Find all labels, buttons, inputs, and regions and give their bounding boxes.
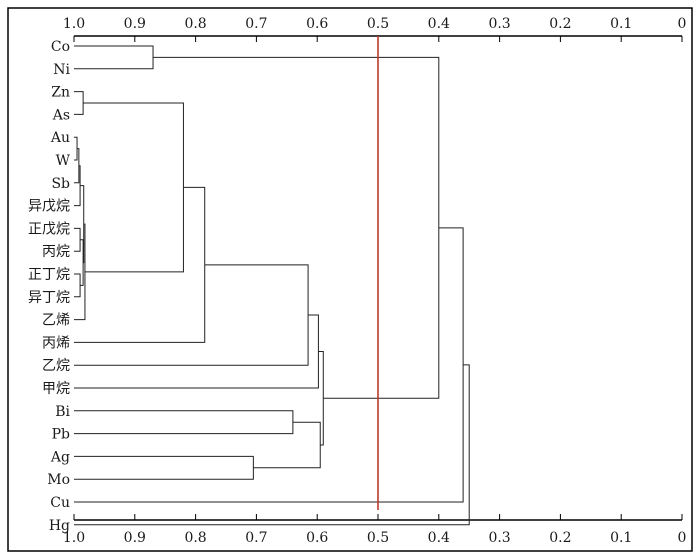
top-tick-label: 0.9 [124,16,146,32]
leaf-label: 异丁烷 [28,290,70,306]
leaf-label: Mo [47,472,70,488]
bottom-tick-label: 0.8 [184,530,206,546]
dendrogram-link [74,364,470,526]
leaf-label: Ag [50,449,70,465]
dendrogram-link [253,421,321,469]
bottom-tick-label: 0.4 [428,530,450,546]
top-tick-label: 0 [678,16,687,32]
leaf-label: Co [51,39,70,55]
dendrogram-link [74,273,81,298]
leaf-label: 异戊烷 [28,199,70,215]
leaf-label: Pb [52,427,70,443]
top-tick-label: 0.8 [184,16,206,32]
leaf-label: 丙烯 [42,335,70,351]
plot-frame [7,7,693,552]
bottom-tick-label: 0.5 [367,530,389,546]
top-tick-label: 0.2 [549,16,571,32]
dendrogram-link [74,264,309,366]
dendrogram-link [74,314,319,389]
leaf-label: Au [50,130,70,146]
leaf-label: 甲烷 [42,381,70,397]
bottom-tick-label: 0.2 [549,530,571,546]
leaf-label: 正丁烷 [28,267,70,283]
leaf-label: 乙烯 [42,313,70,329]
bottom-tick-label: 0.7 [245,530,267,546]
dendrogram-link [153,56,440,399]
dendrogram-links [74,45,470,526]
bottom-axis: 1.0 0.9 0.8 0.7 0.6 0.5 0.4 0.3 0.2 0.1 0 [63,514,687,546]
dendrogram-link [74,410,294,435]
bottom-tick-label: 0.3 [488,530,510,546]
top-tick-label: 0.5 [367,16,389,32]
top-axis: 1.0 0.9 0.8 0.7 0.6 0.5 0.4 0.3 0.2 0.1 0 [63,16,687,42]
top-tick-label: 0.6 [306,16,328,32]
leaf-label: Cu [50,495,70,511]
dendrogram-link [74,227,81,252]
leaf-label: Zn [51,85,70,101]
top-tick-label: 0.1 [610,16,632,32]
dendrogram-link [74,91,84,115]
leaf-label: Bi [55,404,70,420]
dendrogram-link [74,45,154,70]
dendrogram-link [83,102,184,273]
bottom-tick-label: 0 [678,530,687,546]
leaf-label: 正戊烷 [28,221,70,237]
dendrogram-link [318,351,324,446]
top-tick-label: 0.4 [428,16,450,32]
leaf-label: Hg [49,518,70,534]
leaf-label: W [56,153,71,169]
leaf-label: 乙烷 [42,358,70,374]
leaf-label: 丙烷 [42,244,70,260]
bottom-tick-label: 0.9 [124,530,146,546]
dendrogram-link [74,186,206,343]
dendrogram-link [74,136,78,161]
bottom-tick-label: 0.1 [610,530,632,546]
bottom-tick-label: 1.0 [63,530,85,546]
top-tick-label: 0.3 [488,16,510,32]
leaf-label: Ni [53,62,70,78]
leaf-label: As [52,107,70,123]
leaf-label: Sb [51,176,70,192]
bottom-tick-label: 0.6 [306,530,328,546]
top-tick-label: 0.7 [245,16,267,32]
top-tick-label: 1.0 [63,16,85,32]
dendrogram-link [74,455,254,480]
dendrogram-link [74,148,80,184]
